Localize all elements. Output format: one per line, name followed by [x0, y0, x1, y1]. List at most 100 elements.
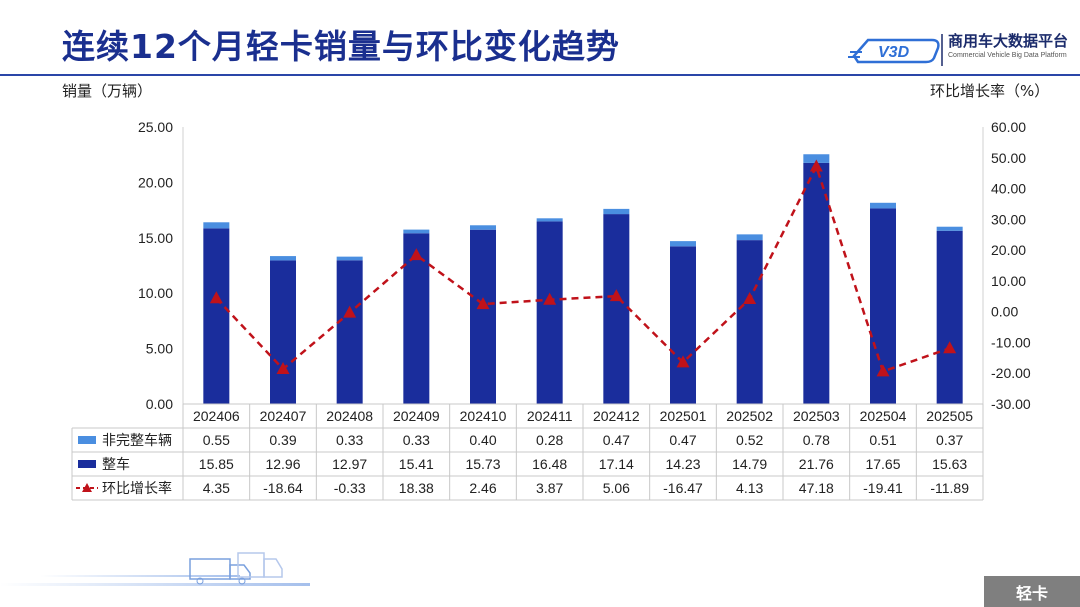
table-cell: 0.52: [736, 432, 763, 448]
table-cell: 0.33: [403, 432, 430, 448]
left-axis-label: 销量（万辆）: [62, 82, 153, 100]
table-cell: 0.37: [936, 432, 963, 448]
table-cell: 15.85: [199, 456, 234, 472]
category-label: 202505: [926, 408, 973, 424]
left-tick-label: 20.00: [138, 174, 173, 190]
category-label: 202501: [660, 408, 707, 424]
table-cell: -11.89: [930, 480, 969, 496]
mom-point: [876, 364, 890, 377]
mom-point: [676, 355, 690, 368]
bar-complete: [403, 233, 430, 404]
table-cell: 2.46: [469, 480, 496, 496]
bar-incomplete: [603, 208, 630, 215]
mom-point: [609, 289, 623, 302]
legend-label: 环比增长率: [102, 480, 172, 496]
table-cell: 18.38: [399, 480, 434, 496]
legend-label: 非完整车辆: [102, 432, 172, 448]
table-cell: 17.65: [865, 456, 900, 472]
bar-incomplete: [336, 256, 363, 261]
right-tick-label: -30.00: [991, 396, 1031, 412]
logo-subtitle: Commercial Vehicle Big Data Platform: [948, 52, 1067, 59]
table-cell: 14.79: [732, 456, 767, 472]
table-cell: 12.97: [332, 456, 367, 472]
bar-incomplete: [270, 256, 296, 261]
table-cell: 0.78: [803, 432, 830, 448]
table-cell: -19.41: [863, 480, 903, 496]
right-tick-label: 40.00: [991, 181, 1026, 197]
trucks-decoration-icon: [0, 552, 310, 586]
page-title: 连续12个月轻卡销量与环比变化趋势: [62, 27, 620, 66]
mom-point: [809, 159, 823, 172]
category-label: 202407: [260, 408, 307, 424]
bar-complete: [270, 260, 296, 404]
bar-incomplete: [803, 154, 830, 163]
table-cell: -18.64: [263, 480, 303, 496]
mom-point: [543, 292, 557, 305]
legend-key: [78, 460, 96, 468]
bar-complete: [203, 228, 230, 404]
table-cell: 12.96: [265, 456, 300, 472]
table-cell: 4.35: [203, 480, 230, 496]
bar-incomplete: [403, 229, 430, 234]
bar-complete: [936, 230, 963, 404]
table-cell: 0.40: [469, 432, 496, 448]
right-tick-label: -20.00: [991, 365, 1031, 381]
table-cell: 0.33: [336, 432, 363, 448]
table-cell: -16.47: [663, 480, 703, 496]
category-label: 202406: [193, 408, 240, 424]
left-tick-label: 10.00: [138, 285, 173, 301]
bar-incomplete: [936, 226, 963, 231]
left-tick-label: 0.00: [146, 396, 173, 412]
mom-point: [476, 297, 490, 310]
bar-incomplete: [536, 218, 563, 222]
right-tick-label: -10.00: [991, 334, 1031, 350]
right-tick-label: 20.00: [991, 242, 1026, 258]
right-tick-label: 30.00: [991, 211, 1026, 227]
table-cell: 0.28: [536, 432, 563, 448]
v3d-logo-icon: V3D: [848, 34, 943, 66]
legend-label: 整车: [102, 456, 130, 472]
right-axis-label: 环比增长率（%）: [930, 82, 1050, 100]
logo-title: 商用车大数据平台: [948, 32, 1069, 50]
table-cell: 17.14: [599, 456, 634, 472]
bar-complete: [536, 221, 563, 404]
platform-logo: V3D 商用车大数据平台 Commercial Vehicle Big Data…: [848, 26, 1070, 70]
bar-complete: [670, 246, 696, 404]
legend-key-marker: [82, 483, 92, 492]
table-cell: 0.51: [869, 432, 896, 448]
bar-complete: [470, 229, 496, 404]
table-cell: 14.23: [665, 456, 700, 472]
table-cell: 5.06: [603, 480, 630, 496]
left-tick-label: 5.00: [146, 341, 173, 357]
right-tick-label: 0.00: [991, 304, 1018, 320]
category-label: 202502: [726, 408, 773, 424]
svg-text:V3D: V3D: [878, 44, 910, 61]
category-label: 202409: [393, 408, 440, 424]
legend-key: [78, 436, 96, 444]
bar-incomplete: [203, 222, 230, 229]
left-tick-label: 15.00: [138, 230, 173, 246]
table-cell: 15.41: [399, 456, 434, 472]
table-cell: -0.33: [334, 480, 366, 496]
category-label: 202504: [860, 408, 907, 424]
category-label: 202411: [527, 408, 573, 424]
category-label: 202412: [593, 408, 640, 424]
mom-point: [209, 291, 223, 304]
mom-point: [343, 305, 357, 318]
table-cell: 15.63: [932, 456, 967, 472]
table-cell: 3.87: [536, 480, 563, 496]
category-label: 202408: [326, 408, 373, 424]
mom-point: [409, 248, 423, 261]
bar-incomplete: [470, 225, 496, 230]
table-cell: 0.39: [269, 432, 296, 448]
mom-point: [276, 362, 290, 375]
table-cell: 0.47: [603, 432, 630, 448]
category-label: 202503: [793, 408, 840, 424]
bar-complete: [336, 260, 363, 404]
bar-incomplete: [736, 234, 763, 241]
bar-complete: [603, 214, 630, 404]
left-tick-label: 25.00: [138, 119, 173, 135]
right-tick-label: 50.00: [991, 150, 1026, 166]
mom-point: [743, 291, 757, 304]
